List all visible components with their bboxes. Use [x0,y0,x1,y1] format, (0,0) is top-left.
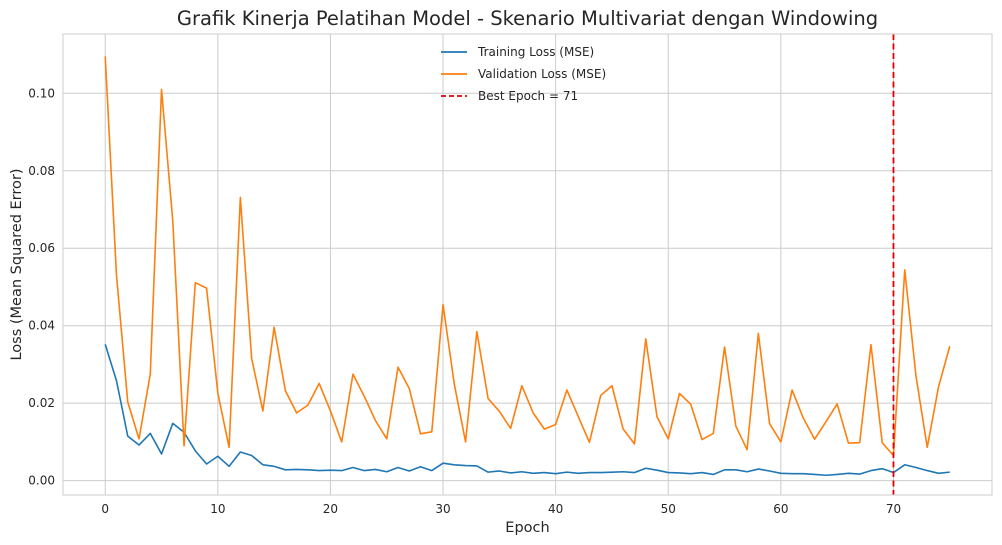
x-tick-label: 0 [101,502,109,516]
x-tick-label: 20 [323,502,338,516]
series-line-training-loss [104,344,950,477]
legend-item-best-epoch: Best Epoch = 71 [441,89,578,103]
legend-label: Training Loss (MSE) [477,45,594,59]
y-tick-label: 0.02 [28,396,55,410]
legend-item-validation-loss: Validation Loss (MSE) [441,67,606,81]
x-axis-ticks: 0 10 20 30 40 50 60 70 [101,502,901,516]
x-axis-label: Epoch [505,520,549,536]
series-line-validation-loss [104,56,951,457]
x-tick-label: 30 [435,502,450,516]
y-tick-label: 0.10 [28,86,55,100]
legend: Training Loss (MSE) Validation Loss (MSE)… [441,45,606,103]
x-tick-label: 10 [210,502,225,516]
y-axis-ticks: 0.00 0.02 0.04 0.06 0.08 0.10 [28,86,55,487]
x-tick-label: 70 [886,502,901,516]
y-axis-label: Loss (Mean Squared Error) [9,168,25,360]
series-layer [104,56,951,477]
y-tick-label: 0.08 [28,164,55,178]
x-tick-label: 40 [548,502,563,516]
y-tick-label: 0.00 [28,474,55,488]
legend-item-training-loss: Training Loss (MSE) [441,45,594,59]
legend-label: Best Epoch = 71 [478,89,578,103]
chart-title: Grafik Kinerja Pelatihan Model - Skenari… [177,7,878,30]
x-tick-label: 50 [661,502,676,516]
y-tick-label: 0.04 [28,319,55,333]
plot-frame [62,33,993,496]
y-tick-label: 0.06 [28,241,55,255]
legend-label: Validation Loss (MSE) [478,67,606,81]
x-tick-label: 60 [773,502,788,516]
